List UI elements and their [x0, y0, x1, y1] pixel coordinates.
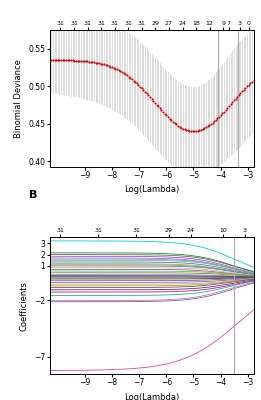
- X-axis label: Log(Lambda): Log(Lambda): [124, 393, 180, 400]
- Y-axis label: Binomial Deviance: Binomial Deviance: [14, 59, 23, 138]
- X-axis label: Log(Lambda): Log(Lambda): [124, 185, 180, 194]
- Text: B: B: [29, 190, 38, 200]
- Y-axis label: Coefficients: Coefficients: [20, 281, 29, 331]
